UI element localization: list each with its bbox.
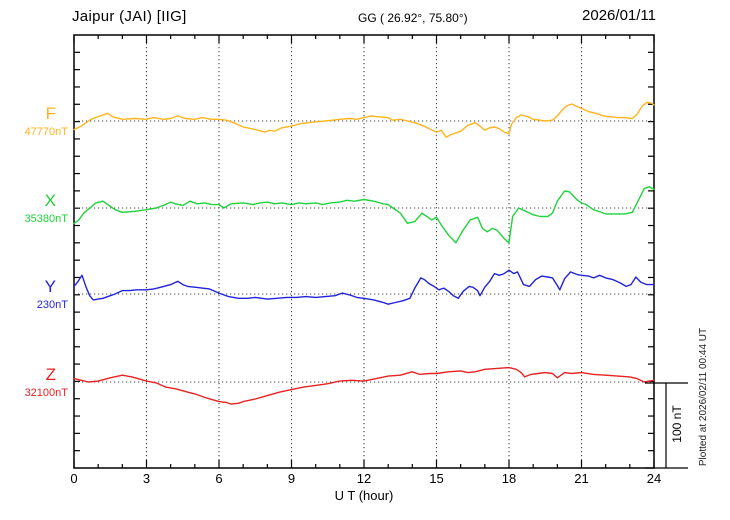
x-tick-label: 15 <box>429 471 444 486</box>
x-tick-label: 0 <box>70 471 78 486</box>
trace-Y <box>73 269 655 305</box>
channel-label-Z: Z <box>45 365 56 384</box>
observation-date: 2026/01/11 <box>582 7 656 24</box>
geographic-coords: GG ( 26.92°, 75.80°) <box>358 11 468 25</box>
plotted-timestamp: Plotted at 2026/02/11 00:44 UT <box>698 327 709 467</box>
channel-baseline-Y: 230nT <box>36 299 68 311</box>
x-tick-label: 9 <box>287 471 296 486</box>
x-tick-label: 3 <box>142 471 151 486</box>
x-tick-label: 21 <box>574 471 589 486</box>
channel-label-F: F <box>45 104 56 123</box>
x-tick-label: 24 <box>646 471 662 486</box>
channel-baseline-X: 35380nT <box>24 213 68 225</box>
x-tick-label: 12 <box>356 471 372 486</box>
trace-Z <box>73 366 655 405</box>
trace-X <box>73 186 655 244</box>
x-tick-label: 18 <box>501 471 517 486</box>
x-axis-title: U T (hour) <box>334 488 394 503</box>
channel-baseline-Z: 32100nT <box>24 387 68 399</box>
x-tick-label: 6 <box>215 471 223 486</box>
station-title: Jaipur (JAI) [IIG] <box>72 8 187 25</box>
channel-label-X: X <box>44 191 56 210</box>
channel-label-Y: Y <box>44 277 56 296</box>
scalebar-label: 100 nT <box>670 405 684 443</box>
channel-baseline-F: 47770nT <box>24 126 68 138</box>
trace-F <box>73 101 655 138</box>
